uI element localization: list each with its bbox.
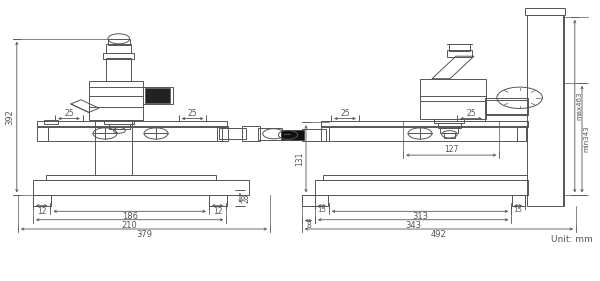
Text: 186: 186	[122, 212, 137, 221]
Text: 15: 15	[317, 207, 326, 212]
Bar	[315, 195, 328, 206]
Bar	[281, 130, 304, 140]
Text: 12: 12	[37, 207, 46, 216]
Text: 379: 379	[136, 230, 152, 239]
Bar	[449, 44, 470, 51]
Text: 25: 25	[188, 109, 197, 118]
Bar	[485, 98, 528, 115]
Bar	[444, 133, 455, 138]
Bar	[512, 195, 525, 206]
Text: 131: 131	[295, 151, 304, 166]
Bar	[33, 180, 249, 195]
Bar	[209, 195, 227, 206]
Bar	[106, 58, 131, 81]
Text: 25: 25	[64, 109, 74, 118]
Text: 392: 392	[5, 109, 14, 125]
Bar	[447, 50, 472, 57]
Bar	[321, 121, 528, 127]
Text: 25: 25	[340, 109, 350, 118]
Text: Unit: mm: Unit: mm	[551, 235, 593, 244]
Bar	[321, 126, 329, 140]
Bar	[517, 126, 526, 140]
Bar	[440, 128, 458, 133]
Bar	[95, 120, 132, 175]
Text: max463: max463	[576, 92, 582, 120]
Text: 12: 12	[213, 207, 222, 216]
Bar	[219, 128, 246, 139]
Bar	[37, 121, 227, 127]
Bar	[302, 129, 326, 141]
Bar	[281, 130, 304, 140]
Bar	[217, 126, 228, 140]
Bar	[46, 175, 216, 180]
Bar	[145, 88, 170, 103]
Text: 313: 313	[412, 212, 428, 221]
Bar	[44, 120, 58, 124]
Bar	[438, 123, 461, 128]
Text: 127: 127	[444, 145, 458, 154]
Bar	[89, 81, 143, 120]
Bar	[258, 128, 282, 140]
Text: 8: 8	[306, 221, 311, 230]
Bar	[143, 87, 173, 104]
Bar	[106, 44, 131, 53]
Text: min343: min343	[583, 126, 589, 152]
Text: 28: 28	[241, 193, 250, 203]
Bar	[525, 8, 565, 15]
Bar	[108, 39, 130, 45]
Bar	[315, 180, 528, 195]
Text: 210: 210	[122, 221, 137, 230]
Bar	[33, 195, 51, 206]
Bar	[434, 119, 464, 123]
Bar	[109, 124, 130, 129]
Text: 492: 492	[431, 230, 447, 239]
Bar	[37, 126, 48, 140]
Bar	[242, 126, 260, 141]
Text: 15: 15	[514, 207, 523, 212]
Bar	[48, 126, 222, 140]
Bar	[329, 126, 527, 140]
Text: 343: 343	[405, 221, 421, 230]
Bar	[104, 120, 134, 124]
Bar	[323, 175, 527, 180]
Bar	[103, 53, 134, 59]
Text: 25: 25	[466, 109, 476, 118]
Bar	[527, 15, 563, 206]
